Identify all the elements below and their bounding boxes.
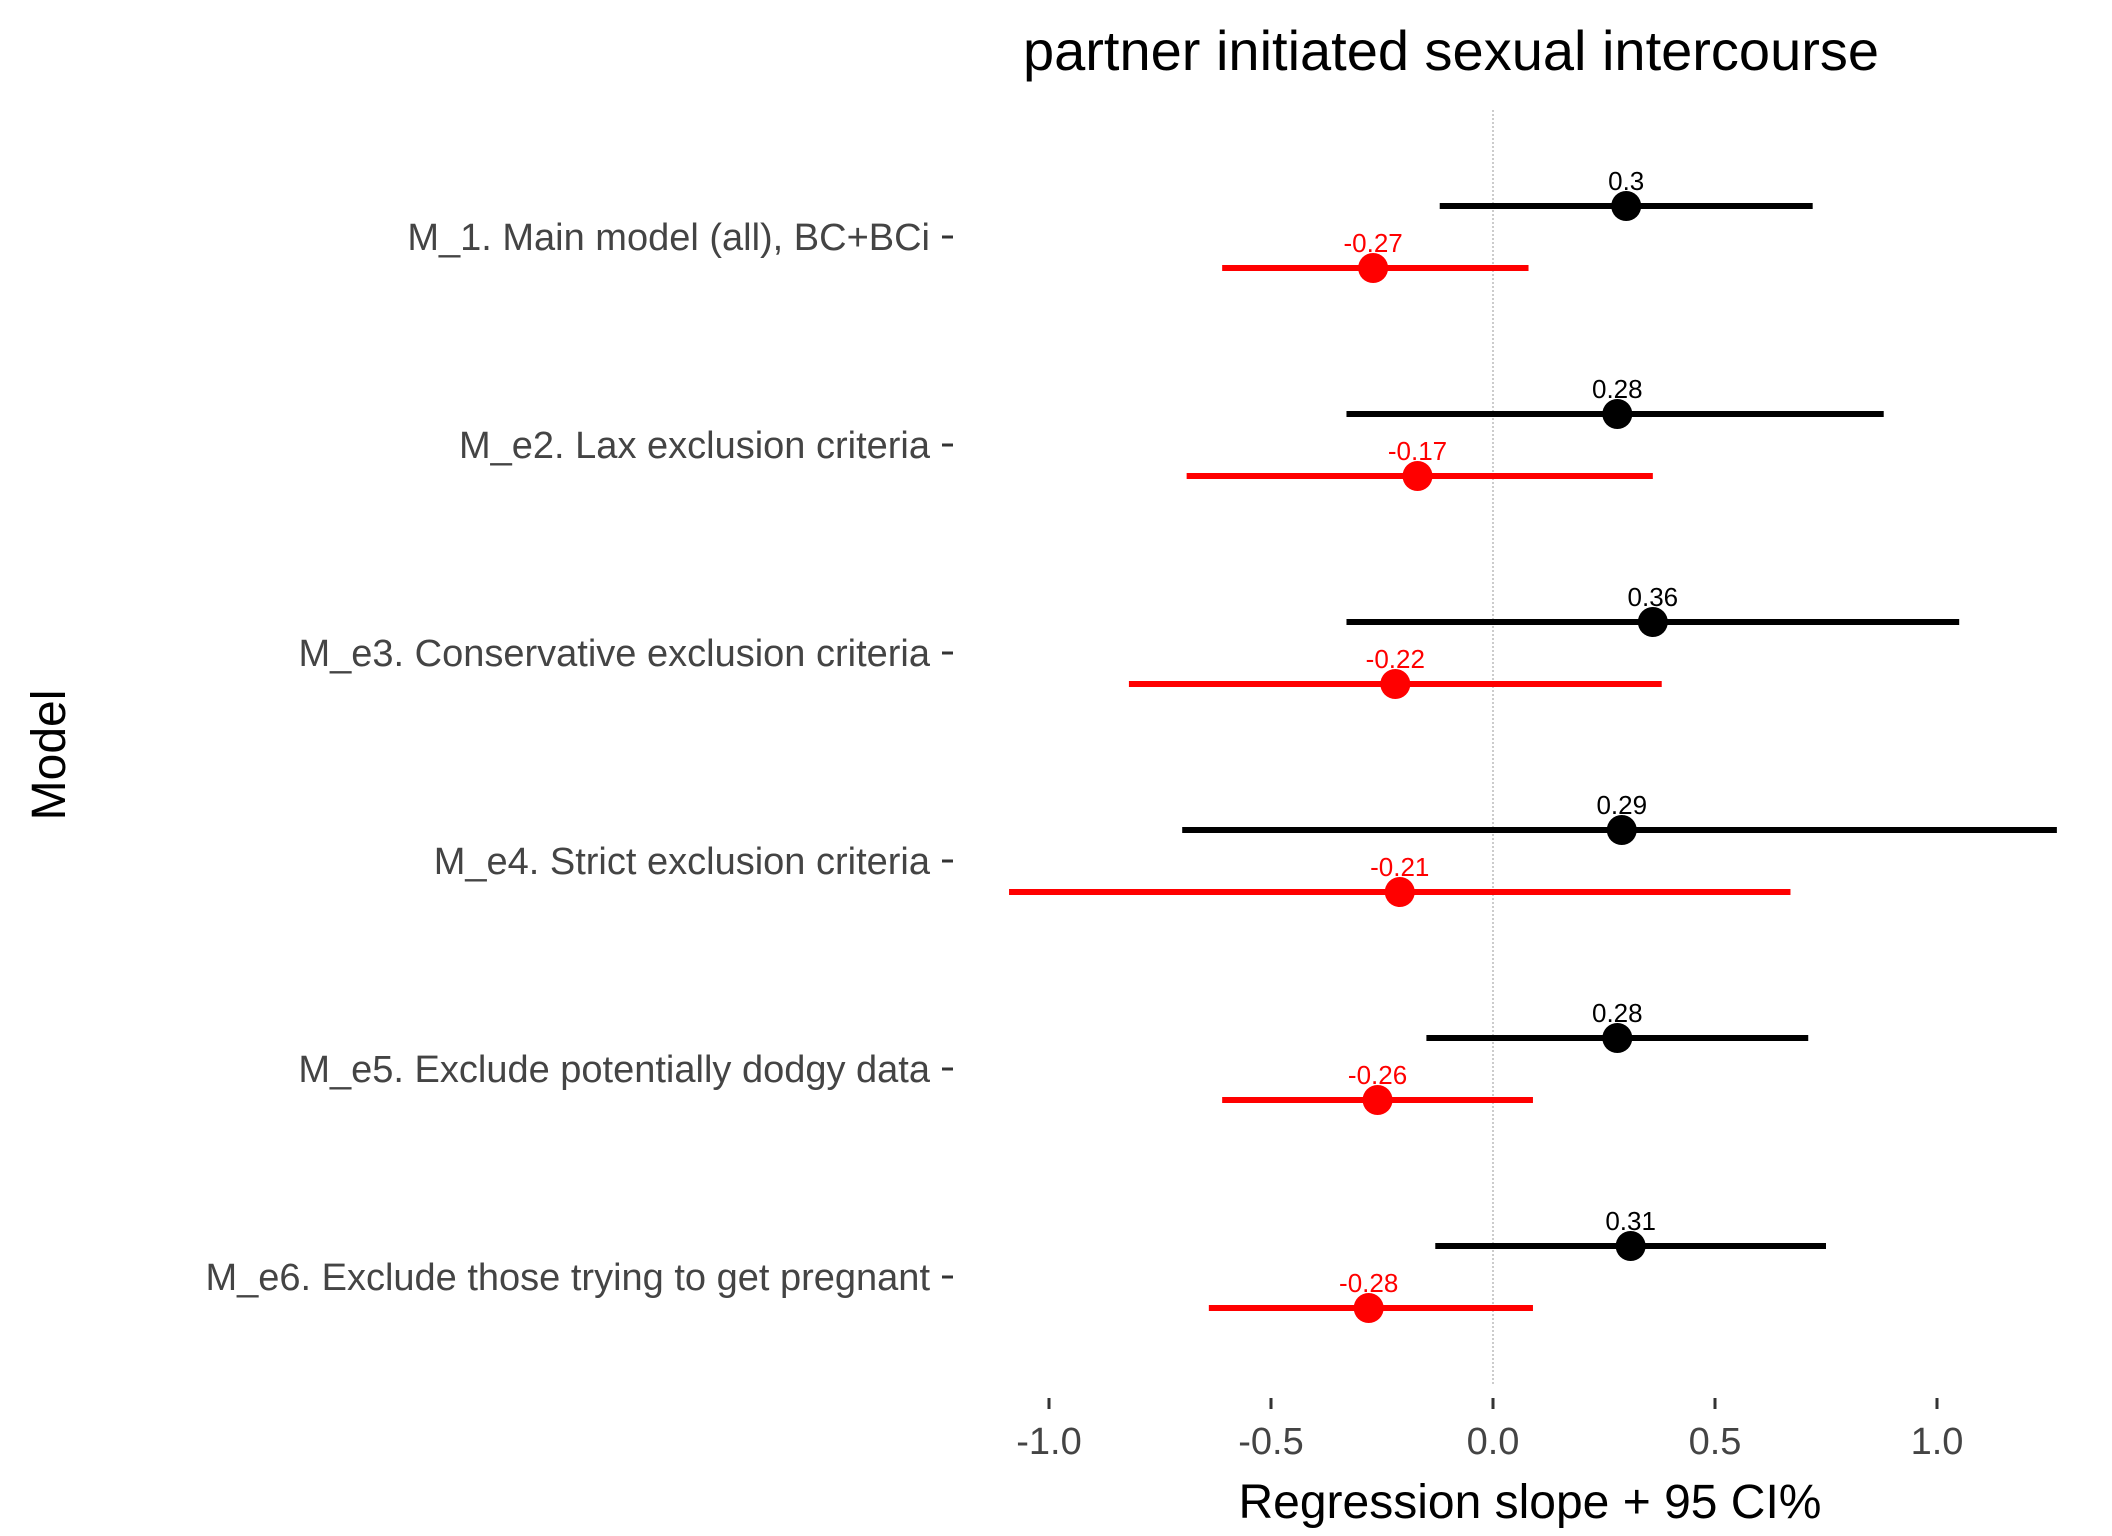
estimate-point (1602, 1023, 1633, 1053)
x-tick-label: -0.5 (1238, 1421, 1303, 1463)
value-label: 0.31 (1605, 1206, 1656, 1236)
x-axis-title: Regression slope + 95 CI% (1239, 1476, 1822, 1529)
category-label: M_e5. Exclude potentially dodgy data (298, 1049, 931, 1091)
estimate-point (1637, 607, 1668, 637)
y-axis-title: Model (23, 690, 76, 821)
estimate-point (1353, 1293, 1384, 1323)
value-label: -0.22 (1366, 644, 1425, 674)
estimate-point (1384, 877, 1415, 907)
x-tick-label: -1.0 (1016, 1421, 1081, 1463)
x-axis: -1.0 -0.5 0.0 0.5 1.0 (1016, 1398, 1963, 1463)
value-label: -0.28 (1339, 1268, 1398, 1298)
x-tick-label: 1.0 (1911, 1421, 1964, 1463)
x-tick-label: 0.0 (1467, 1421, 1520, 1463)
estimate-point (1615, 1231, 1646, 1261)
estimate-point (1602, 399, 1633, 429)
y-axis: M_1. Main model (all), BC+BCi M_e2. Lax e… (205, 217, 953, 1299)
estimate-point (1606, 815, 1637, 845)
value-label: -0.27 (1343, 228, 1402, 258)
value-label: 0.28 (1592, 998, 1643, 1028)
estimate-point (1402, 461, 1433, 491)
estimate-point (1611, 191, 1642, 221)
estimate-point (1358, 253, 1389, 283)
x-tick-label: 0.5 (1689, 1421, 1742, 1463)
category-label: M_e2. Lax exclusion criteria (459, 425, 931, 467)
value-label: 0.3 (1608, 166, 1644, 196)
value-label: 0.28 (1592, 374, 1643, 404)
value-label: -0.21 (1370, 852, 1429, 882)
value-label: -0.17 (1388, 436, 1447, 466)
category-label: M_e6. Exclude those trying to get pregna… (205, 1257, 930, 1299)
series-layer: 0.3 0.28 0.36 0.29 0.28 0.31 -0.27 -0.17 -0.22 -0… (1009, 166, 2057, 1323)
value-label: 0.29 (1596, 790, 1647, 820)
value-label: -0.26 (1348, 1060, 1407, 1090)
chart-title: partner initiated sexual intercourse (1023, 19, 1879, 82)
estimate-point (1380, 669, 1411, 699)
category-label: M_1. Main model (all), BC+BCi (407, 217, 930, 259)
category-label: M_e3. Conservative exclusion criteria (299, 633, 931, 675)
estimate-point (1362, 1085, 1393, 1115)
value-label: 0.36 (1628, 582, 1679, 612)
category-label: M_e4. Strict exclusion criteria (434, 841, 931, 883)
